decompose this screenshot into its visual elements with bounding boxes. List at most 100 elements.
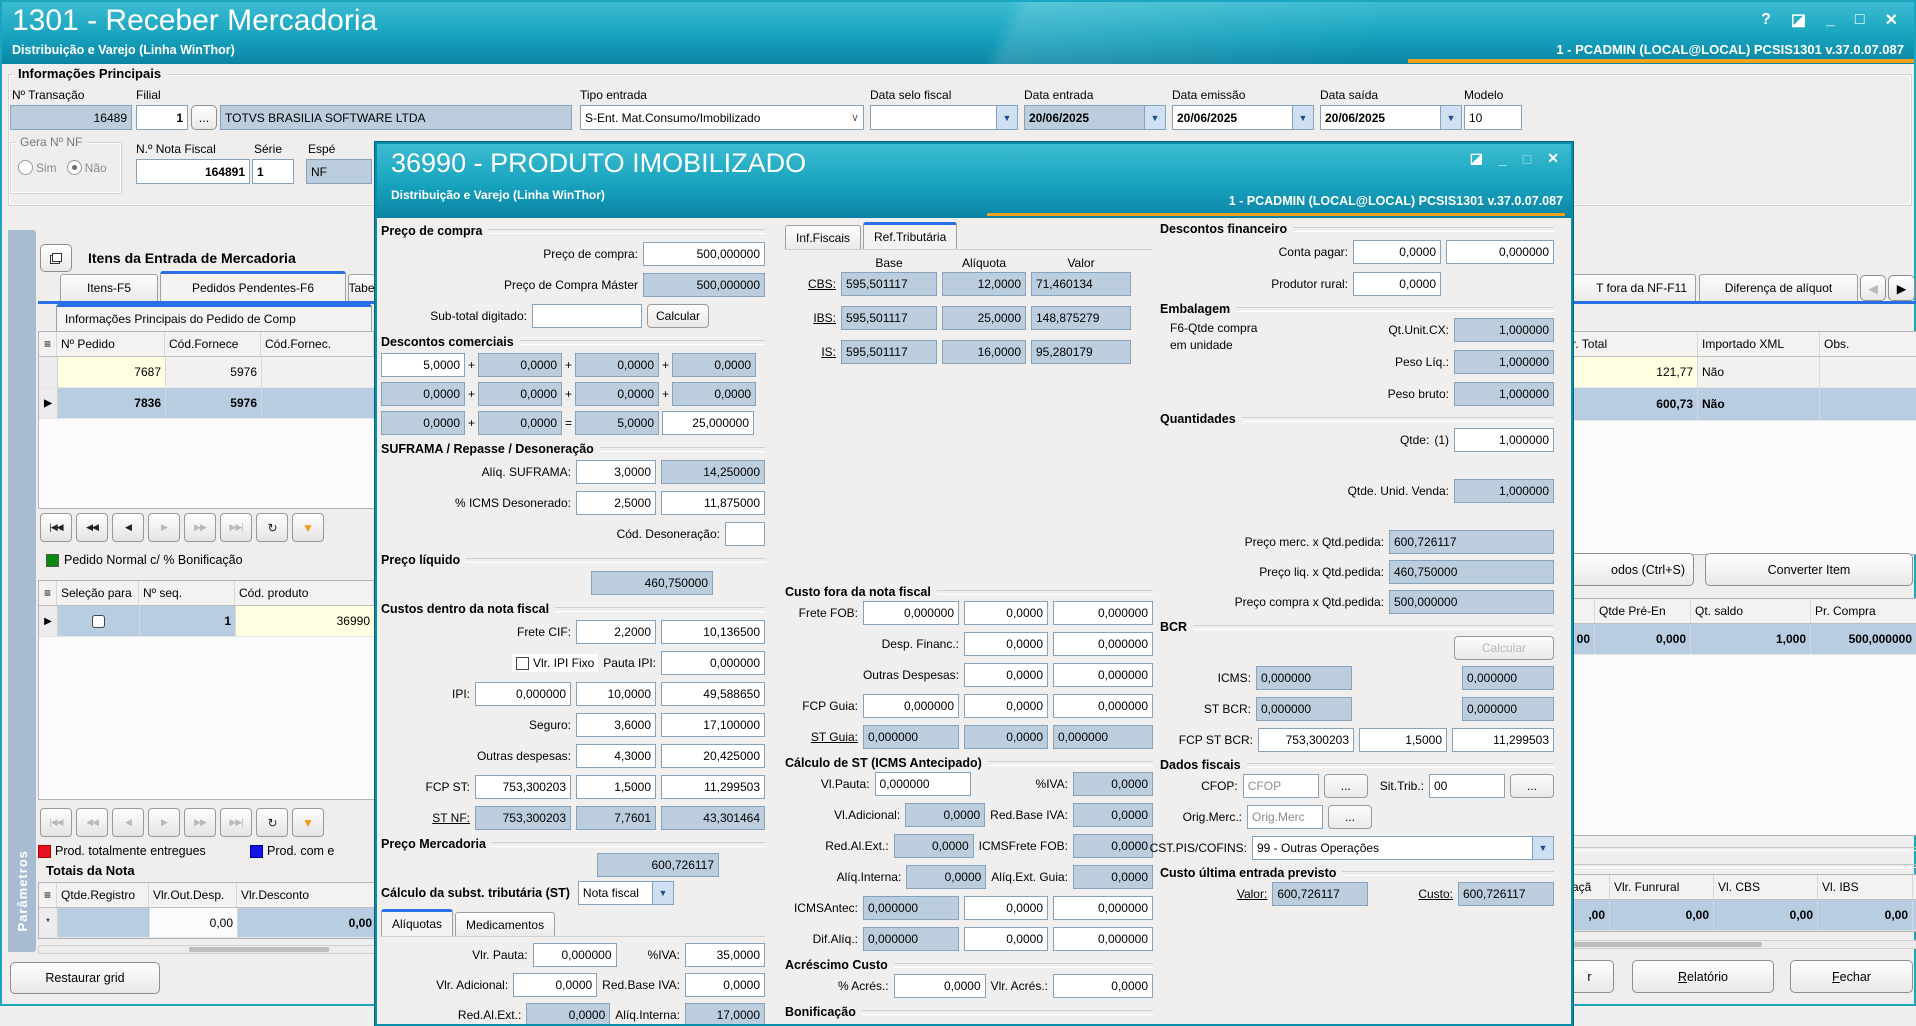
scrollbar-thumb[interactable] bbox=[1572, 942, 1762, 947]
tab-st-fora-nf[interactable]: T fora da NF-F11 bbox=[1562, 274, 1696, 301]
col-qtde-pre[interactable]: Qtde Pré-En bbox=[1595, 599, 1691, 623]
nav-next-page-button[interactable]: ▶▶ bbox=[184, 513, 216, 542]
nota-fiscal-field[interactable]: 164891 bbox=[136, 159, 250, 184]
table-row-selected[interactable]: ▶ 1 36990 bbox=[39, 606, 374, 637]
col-cod-produto[interactable]: Cód. produto bbox=[235, 581, 374, 605]
horizontal-scrollbar[interactable] bbox=[1567, 940, 1916, 949]
dropdown-icon[interactable]: ▼ bbox=[996, 106, 1017, 129]
radio-sim[interactable]: Sim bbox=[18, 160, 57, 175]
desconto-1-field[interactable]: 5,0000 bbox=[381, 353, 465, 377]
maximize-icon[interactable]: □ bbox=[1855, 11, 1865, 29]
frete-cif-valor-field[interactable]: 10,136500 bbox=[661, 620, 765, 644]
tab-scroll-right-icon[interactable]: ▶ bbox=[1888, 275, 1915, 301]
converter-item-button[interactable]: Converter Item bbox=[1705, 553, 1913, 586]
cst-pis-cofins-combo[interactable]: 99 - Outras Operações ▼ bbox=[1252, 836, 1554, 860]
custo-valor-label[interactable]: Valor: bbox=[1237, 887, 1267, 901]
frete-fob-base-field[interactable]: 0,000000 bbox=[863, 601, 959, 625]
radio-nao[interactable]: Não bbox=[67, 160, 107, 175]
sit-trib-field[interactable]: 00 bbox=[1429, 774, 1505, 798]
nav-first-button[interactable]: |◀◀ bbox=[40, 513, 72, 542]
tab-itens-f5[interactable]: Itens-F5 bbox=[60, 274, 158, 301]
frete-fob-valor-field[interactable]: 0,000000 bbox=[1053, 601, 1153, 625]
table-row-selected[interactable]: ▶ 7836 5976 bbox=[39, 388, 374, 419]
outras-despesas-valor-field[interactable]: 20,425000 bbox=[661, 744, 765, 768]
dropdown-icon[interactable]: ▼ bbox=[1440, 106, 1461, 129]
col-bonificacao[interactable]: açã bbox=[1568, 875, 1610, 899]
nav-next-button[interactable]: ▶ bbox=[148, 808, 180, 837]
data-saida-field[interactable]: 20/06/2025 ▼ bbox=[1320, 105, 1462, 130]
col-vlr-total[interactable]: r. Total bbox=[1568, 332, 1698, 356]
data-entrada-field[interactable]: 20/06/2025 ▼ bbox=[1024, 105, 1166, 130]
col-cod-fornece[interactable]: Cód.Fornece bbox=[165, 332, 261, 356]
vlr-acres-field[interactable]: 0,0000 bbox=[1053, 974, 1153, 998]
checkbox-icon[interactable] bbox=[92, 615, 105, 628]
icms-antec-valor-field[interactable]: 0,000000 bbox=[1053, 896, 1153, 920]
dropdown-icon[interactable]: ▼ bbox=[1532, 837, 1553, 859]
tab-aliquotas[interactable]: Alíquotas bbox=[381, 909, 453, 936]
desconto-total-field[interactable]: 25,000000 bbox=[662, 411, 754, 435]
is-label[interactable]: IS: bbox=[821, 345, 836, 359]
fcp-guia-valor-field[interactable]: 0,000000 bbox=[1053, 694, 1153, 718]
fcp-st-bcr-valor-field[interactable]: 11,299503 bbox=[1452, 728, 1554, 752]
ipi-pct-field[interactable]: 10,0000 bbox=[576, 682, 656, 706]
cbs-label[interactable]: CBS: bbox=[808, 277, 836, 291]
dropdown-icon[interactable]: ▼ bbox=[1292, 106, 1313, 129]
column-menu-icon[interactable]: ≡ bbox=[39, 883, 57, 907]
restaurar-grid-button[interactable]: Restaurar grid bbox=[10, 962, 160, 994]
tab-inf-fiscais[interactable]: Inf.Fiscais bbox=[785, 225, 861, 249]
tab-diferenca-aliquota[interactable]: Diferença de alíquot bbox=[1699, 274, 1858, 301]
seguro-pct-field[interactable]: 3,6000 bbox=[576, 713, 656, 737]
conta-pagar-pct-field[interactable]: 0,0000 bbox=[1353, 240, 1441, 264]
frete-fob-pct-field[interactable]: 0,0000 bbox=[964, 601, 1048, 625]
col-qtde-registro[interactable]: Qtde.Registro bbox=[57, 883, 149, 907]
produtor-rural-field[interactable]: 0,0000 bbox=[1353, 272, 1441, 296]
filter-icon[interactable]: ▼ bbox=[292, 513, 324, 542]
col-vlr-funrural[interactable]: Vlr. Funrural bbox=[1610, 875, 1714, 899]
nav-prior-page-button[interactable]: ◀◀ bbox=[76, 808, 108, 837]
dif-aliq-valor-field[interactable]: 0,000000 bbox=[1053, 927, 1153, 951]
close-icon[interactable]: ✕ bbox=[1885, 10, 1898, 30]
modelo-field[interactable]: 10 bbox=[1464, 105, 1522, 130]
frete-cif-pct-field[interactable]: 2,2000 bbox=[576, 620, 656, 644]
subtotal-field[interactable] bbox=[532, 304, 642, 328]
table-row-selected[interactable]: 600,73 Não bbox=[1568, 388, 1916, 421]
data-emissao-field[interactable]: 20/06/2025 ▼ bbox=[1172, 105, 1314, 130]
splitter[interactable] bbox=[1567, 847, 1916, 851]
table-row-selected[interactable]: 00 0,000 1,000 500,000000 bbox=[1568, 624, 1916, 655]
column-menu-icon[interactable]: ≡ bbox=[39, 581, 57, 605]
icms-desonerado-field[interactable]: 2,5000 bbox=[576, 491, 656, 515]
table-row[interactable]: 121,77 Não bbox=[1568, 357, 1916, 388]
sit-trib-lookup-button[interactable]: ... bbox=[1510, 774, 1554, 798]
nav-last-button[interactable]: ▶▶| bbox=[220, 808, 252, 837]
red-base-iva-field[interactable]: 0,0000 bbox=[685, 973, 765, 997]
desp-financ-pct-field[interactable]: 0,0000 bbox=[964, 632, 1048, 656]
ipi-valor-field[interactable]: 49,588650 bbox=[661, 682, 765, 706]
minimize-icon[interactable]: _ bbox=[1826, 11, 1835, 29]
col-selecao[interactable]: Seleção para bbox=[57, 581, 139, 605]
splitter[interactable] bbox=[1567, 864, 1916, 868]
col-vlr-desconto[interactable]: Vlr.Desconto bbox=[237, 883, 375, 907]
seguro-valor-field[interactable]: 17,100000 bbox=[661, 713, 765, 737]
st-guia-label[interactable]: ST Guia: bbox=[811, 730, 858, 744]
st-nf-label[interactable]: ST NF: bbox=[432, 811, 470, 825]
vlr-pauta-field[interactable]: 0,000000 bbox=[533, 943, 617, 967]
maximize-icon[interactable]: □ bbox=[1523, 151, 1531, 167]
col-vlr-out-desp[interactable]: Vlr.Out.Desp. bbox=[149, 883, 237, 907]
scrollbar-thumb[interactable] bbox=[189, 947, 329, 952]
qtde-field[interactable]: 1,000000 bbox=[1454, 428, 1554, 452]
calcular-button[interactable]: Calcular bbox=[647, 304, 709, 328]
horizontal-scrollbar[interactable] bbox=[38, 945, 375, 954]
tipo-entrada-combo[interactable]: S-Ent. Mat.Consumo/Imobilizado ∨ bbox=[580, 105, 864, 130]
fcp-guia-pct-field[interactable]: 0,0000 bbox=[964, 694, 1048, 718]
nav-prev-button[interactable]: ◀ bbox=[112, 808, 144, 837]
close-icon[interactable]: ✕ bbox=[1547, 150, 1559, 167]
help-icon[interactable]: ? bbox=[1761, 11, 1771, 29]
col-cod-fornec[interactable]: Cód.Fornec. bbox=[261, 332, 374, 356]
desp-financ-valor-field[interactable]: 0,000000 bbox=[1053, 632, 1153, 656]
col-num-seq[interactable]: Nº seq. bbox=[139, 581, 235, 605]
icms-desonerado-valor-field[interactable]: 11,875000 bbox=[661, 491, 765, 515]
totais-row[interactable]: * 0,00 0,00 bbox=[39, 908, 374, 938]
tab-pedidos-pendentes-f6[interactable]: Pedidos Pendentes-F6 bbox=[160, 271, 346, 301]
cfop-lookup-button[interactable]: ... bbox=[1324, 774, 1368, 798]
